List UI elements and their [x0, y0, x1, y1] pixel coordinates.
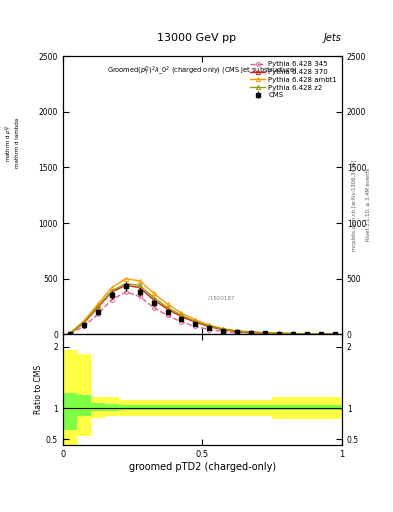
- Pythia 6.428 z2: [165, 305, 170, 311]
- Pythia 6.428 370: [235, 328, 240, 334]
- Pythia 6.428 370: [95, 305, 100, 311]
- Pythia 6.428 345: [179, 319, 184, 325]
- Pythia 6.428 370: [332, 331, 337, 337]
- Pythia 6.428 345: [235, 330, 240, 336]
- Pythia 6.428 370: [221, 327, 226, 333]
- Pythia 6.428 z2: [263, 330, 268, 336]
- Pythia 6.428 z2: [221, 326, 226, 332]
- Pythia 6.428 370: [249, 329, 253, 335]
- Pythia 6.428 345: [137, 293, 142, 300]
- Pythia 6.428 z2: [291, 331, 296, 337]
- Y-axis label: Ratio to CMS: Ratio to CMS: [34, 365, 43, 414]
- Pythia 6.428 ambt1: [291, 330, 296, 336]
- Pythia 6.428 345: [263, 330, 268, 336]
- Text: Rivet 3.1.10, ≥ 3.4M events: Rivet 3.1.10, ≥ 3.4M events: [365, 168, 371, 242]
- Legend: Pythia 6.428 345, Pythia 6.428 370, Pythia 6.428 ambt1, Pythia 6.428 z2, CMS: Pythia 6.428 345, Pythia 6.428 370, Pyth…: [249, 60, 338, 100]
- X-axis label: groomed pTD2 (charged-only): groomed pTD2 (charged-only): [129, 462, 276, 472]
- Text: mcplots.cern.ch [arXiv:1306.3436]: mcplots.cern.ch [arXiv:1306.3436]: [352, 159, 357, 250]
- Pythia 6.428 ambt1: [109, 285, 114, 291]
- Pythia 6.428 370: [263, 330, 268, 336]
- Pythia 6.428 ambt1: [68, 330, 72, 336]
- Pythia 6.428 ambt1: [221, 326, 226, 332]
- Pythia 6.428 345: [207, 327, 212, 333]
- Pythia 6.428 370: [137, 285, 142, 291]
- Pythia 6.428 z2: [151, 294, 156, 301]
- Pythia 6.428 345: [221, 329, 226, 335]
- Pythia 6.428 ambt1: [179, 310, 184, 316]
- Pythia 6.428 ambt1: [263, 330, 268, 336]
- Pythia 6.428 ambt1: [151, 290, 156, 296]
- Pythia 6.428 z2: [179, 312, 184, 318]
- Pythia 6.428 370: [81, 320, 86, 326]
- Pythia 6.428 370: [68, 330, 72, 336]
- Pythia 6.428 370: [277, 330, 281, 336]
- Pythia 6.428 370: [291, 331, 296, 337]
- Pythia 6.428 370: [151, 297, 156, 303]
- Line: Pythia 6.428 z2: Pythia 6.428 z2: [68, 282, 337, 336]
- Pythia 6.428 370: [179, 314, 184, 320]
- Pythia 6.428 345: [165, 312, 170, 318]
- Pythia 6.428 370: [123, 282, 128, 288]
- Pythia 6.428 345: [81, 324, 86, 330]
- Text: Groomed$(p_T^D)^2\lambda\_0^2$ (charged only) (CMS jet substructure): Groomed$(p_T^D)^2\lambda\_0^2$ (charged …: [107, 65, 298, 78]
- Pythia 6.428 ambt1: [81, 318, 86, 324]
- Line: Pythia 6.428 345: Pythia 6.428 345: [68, 290, 337, 336]
- Pythia 6.428 ambt1: [277, 330, 281, 336]
- Line: Pythia 6.428 370: Pythia 6.428 370: [68, 283, 337, 336]
- Pythia 6.428 345: [123, 289, 128, 295]
- Pythia 6.428 z2: [235, 328, 240, 334]
- Pythia 6.428 345: [249, 330, 253, 336]
- Pythia 6.428 370: [193, 319, 198, 325]
- Pythia 6.428 z2: [109, 288, 114, 294]
- Pythia 6.428 ambt1: [165, 301, 170, 307]
- Pythia 6.428 345: [291, 331, 296, 337]
- Pythia 6.428 345: [68, 331, 72, 337]
- Pythia 6.428 345: [305, 331, 309, 337]
- Pythia 6.428 ambt1: [305, 331, 309, 337]
- Line: Pythia 6.428 ambt1: Pythia 6.428 ambt1: [68, 276, 337, 336]
- Pythia 6.428 345: [332, 331, 337, 337]
- Pythia 6.428 370: [305, 331, 309, 337]
- Pythia 6.428 ambt1: [319, 331, 323, 337]
- Text: Jets: Jets: [324, 33, 342, 44]
- Pythia 6.428 z2: [68, 330, 72, 336]
- Pythia 6.428 z2: [95, 304, 100, 310]
- Pythia 6.428 ambt1: [332, 331, 337, 337]
- Pythia 6.428 z2: [123, 281, 128, 287]
- Pythia 6.428 z2: [319, 331, 323, 337]
- Pythia 6.428 z2: [81, 319, 86, 326]
- Pythia 6.428 345: [193, 324, 198, 330]
- Pythia 6.428 ambt1: [137, 278, 142, 284]
- Pythia 6.428 ambt1: [235, 328, 240, 334]
- Pythia 6.428 ambt1: [249, 329, 253, 335]
- Pythia 6.428 370: [109, 289, 114, 295]
- Pythia 6.428 ambt1: [123, 275, 128, 282]
- Pythia 6.428 ambt1: [207, 322, 212, 328]
- Pythia 6.428 345: [151, 305, 156, 311]
- Pythia 6.428 ambt1: [193, 317, 198, 323]
- Text: 1
mathrm d N /
mathrm d $p_T^D$
mathrm d lambda: 1 mathrm d N / mathrm d $p_T^D$ mathrm d…: [0, 118, 20, 168]
- Pythia 6.428 z2: [207, 323, 212, 329]
- Pythia 6.428 z2: [277, 330, 281, 336]
- Pythia 6.428 z2: [305, 331, 309, 337]
- Pythia 6.428 z2: [332, 331, 337, 337]
- Pythia 6.428 345: [277, 331, 281, 337]
- Pythia 6.428 z2: [193, 318, 198, 325]
- Pythia 6.428 370: [319, 331, 323, 337]
- Pythia 6.428 z2: [137, 282, 142, 288]
- Pythia 6.428 345: [95, 311, 100, 317]
- Text: /1920187: /1920187: [208, 296, 234, 301]
- Pythia 6.428 370: [165, 306, 170, 312]
- Pythia 6.428 370: [207, 324, 212, 330]
- Pythia 6.428 z2: [249, 329, 253, 335]
- Text: 13000 GeV pp: 13000 GeV pp: [157, 33, 236, 44]
- Pythia 6.428 345: [319, 331, 323, 337]
- Pythia 6.428 ambt1: [95, 301, 100, 307]
- Pythia 6.428 345: [109, 297, 114, 303]
